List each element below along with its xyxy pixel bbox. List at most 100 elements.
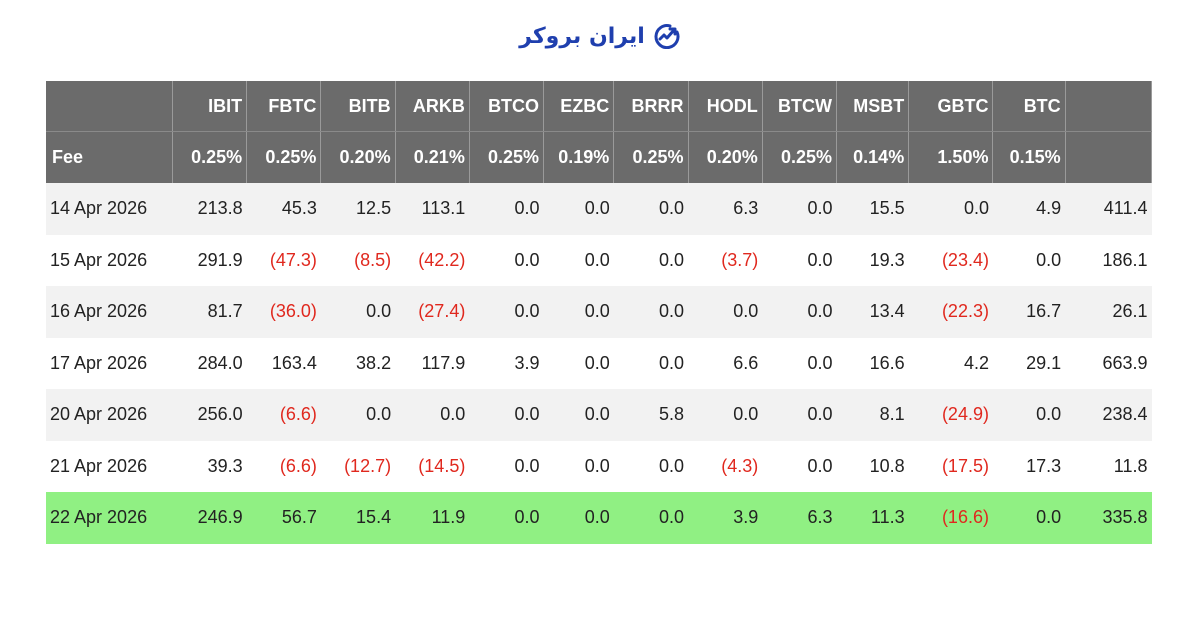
- table-body: 14 Apr 2026 213.8 45.3 12.5 113.1 0.0 0.0 0.0 6.…: [46, 183, 1152, 544]
- flow-value: 0.0: [469, 492, 544, 544]
- fee-value: 0.15%: [992, 131, 1066, 183]
- table-row: 14 Apr 2026 213.8 45.3 12.5 113.1 0.0 0.0 0.0 6.…: [46, 183, 1152, 235]
- flow-value: 0.0: [613, 183, 689, 235]
- flow-value: 246.9: [172, 492, 247, 544]
- flow-value: (16.6): [908, 492, 993, 544]
- flow-value: 6.6: [688, 337, 763, 389]
- fee-value: 0.25%: [762, 131, 837, 183]
- fee-value: 0.20%: [320, 131, 396, 183]
- flow-value: 0.0: [762, 440, 837, 492]
- flow-value: (42.2): [395, 234, 470, 286]
- flow-value: 291.9: [172, 234, 247, 286]
- flow-value: (3.7): [688, 234, 763, 286]
- fee-value: 1.50%: [908, 131, 994, 183]
- flow-value: (14.5): [395, 440, 470, 492]
- flow-value: 0.0: [992, 234, 1066, 286]
- flow-value: 117.9: [395, 337, 470, 389]
- row-date: 20 Apr 2026: [46, 389, 173, 441]
- flow-value: (6.6): [246, 389, 321, 441]
- flow-value: 11.3: [836, 492, 909, 544]
- ticker-header-row: IBIT FBTC BITB ARKB BTCO EZBC BRRR HODL BTCW MSBT…: [46, 81, 1153, 132]
- flow-value: 284.0: [172, 337, 247, 389]
- row-total: 335.8: [1065, 492, 1152, 544]
- column-header: BTC: [992, 81, 1066, 132]
- column-header: BTCO: [469, 81, 545, 132]
- flow-value: 0.0: [395, 389, 470, 441]
- flow-value: 213.8: [172, 183, 247, 235]
- flow-value: 3.9: [469, 337, 544, 389]
- flow-value: (17.5): [908, 440, 993, 492]
- row-total: 11.8: [1065, 440, 1152, 492]
- header-corner: [46, 81, 173, 132]
- flow-value: 4.9: [992, 183, 1066, 235]
- row-total: 26.1: [1065, 286, 1152, 338]
- column-header: EZBC: [543, 81, 615, 132]
- flow-value: 0.0: [543, 286, 614, 338]
- flow-value: 11.9: [395, 492, 470, 544]
- table-row: 17 Apr 2026 284.0 163.4 38.2 117.9 3.9 0.0 0.0 6…: [46, 337, 1152, 389]
- flow-value: 0.0: [992, 492, 1066, 544]
- fee-value: [1065, 131, 1153, 183]
- flow-value: 0.0: [543, 183, 614, 235]
- row-date: 14 Apr 2026: [46, 183, 173, 235]
- flow-value: 8.1: [836, 389, 909, 441]
- column-header: ARKB: [395, 81, 470, 132]
- row-total: 411.4: [1065, 183, 1152, 235]
- flow-value: 0.0: [762, 389, 837, 441]
- flow-value: 0.0: [613, 234, 689, 286]
- table-row: 20 Apr 2026 256.0 (6.6) 0.0 0.0 0.0 0.0 5.8 0.0 0…: [46, 389, 1152, 441]
- trend-chart-icon: [653, 23, 681, 49]
- flow-value: (8.5): [320, 234, 396, 286]
- flow-value: 0.0: [469, 183, 544, 235]
- flow-value: 17.3: [992, 440, 1066, 492]
- flow-value: 10.8: [836, 440, 909, 492]
- flow-value: 0.0: [543, 492, 614, 544]
- flow-value: (4.3): [688, 440, 763, 492]
- flow-value: 0.0: [762, 337, 837, 389]
- flow-value: (23.4): [908, 234, 993, 286]
- flow-value: 39.3: [172, 440, 247, 492]
- fee-value: 0.25%: [246, 131, 322, 183]
- flow-value: 38.2: [320, 337, 396, 389]
- flow-value: 0.0: [688, 389, 763, 441]
- flow-value: (36.0): [246, 286, 321, 338]
- flow-value: 0.0: [688, 286, 763, 338]
- flow-value: 0.0: [613, 286, 689, 338]
- flow-value: 19.3: [836, 234, 909, 286]
- flow-value: (24.9): [908, 389, 993, 441]
- flow-value: 6.3: [688, 183, 763, 235]
- flow-value: 0.0: [613, 337, 689, 389]
- column-header: MSBT: [836, 81, 910, 132]
- flow-value: 13.4: [836, 286, 909, 338]
- flow-value: 4.2: [908, 337, 993, 389]
- table-row: 15 Apr 2026 291.9 (47.3) (8.5) (42.2) 0.0 0.0 0…: [46, 234, 1152, 286]
- flow-value: 0.0: [762, 234, 837, 286]
- brand-name: ایران بروکر: [519, 23, 645, 49]
- fee-label: Fee: [46, 131, 173, 183]
- flow-value: 0.0: [908, 183, 993, 235]
- fee-value: 0.25%: [613, 131, 689, 183]
- flow-value: (47.3): [246, 234, 321, 286]
- row-total: 663.9: [1065, 337, 1152, 389]
- flow-value: 81.7: [172, 286, 247, 338]
- column-header: IBIT: [172, 81, 248, 132]
- flow-value: (12.7): [320, 440, 396, 492]
- flow-value: 5.8: [613, 389, 689, 441]
- flow-value: (6.6): [246, 440, 321, 492]
- flow-value: 0.0: [543, 389, 614, 441]
- fee-value: 0.14%: [836, 131, 910, 183]
- fee-value: 0.21%: [395, 131, 470, 183]
- flow-value: 16.7: [992, 286, 1066, 338]
- flow-value: 16.6: [836, 337, 909, 389]
- fee-value: 0.25%: [172, 131, 248, 183]
- flow-value: 0.0: [613, 440, 689, 492]
- row-total: 238.4: [1065, 389, 1152, 441]
- row-date: 15 Apr 2026: [46, 234, 173, 286]
- flow-value: 0.0: [320, 286, 396, 338]
- fee-value: 0.20%: [688, 131, 763, 183]
- row-date: 17 Apr 2026: [46, 337, 173, 389]
- flow-value: 56.7: [246, 492, 321, 544]
- flow-value: 0.0: [613, 492, 689, 544]
- table-row: 16 Apr 2026 81.7 (36.0) 0.0 (27.4) 0.0 0.0 0.0 0…: [46, 286, 1152, 338]
- flow-value: 12.5: [320, 183, 396, 235]
